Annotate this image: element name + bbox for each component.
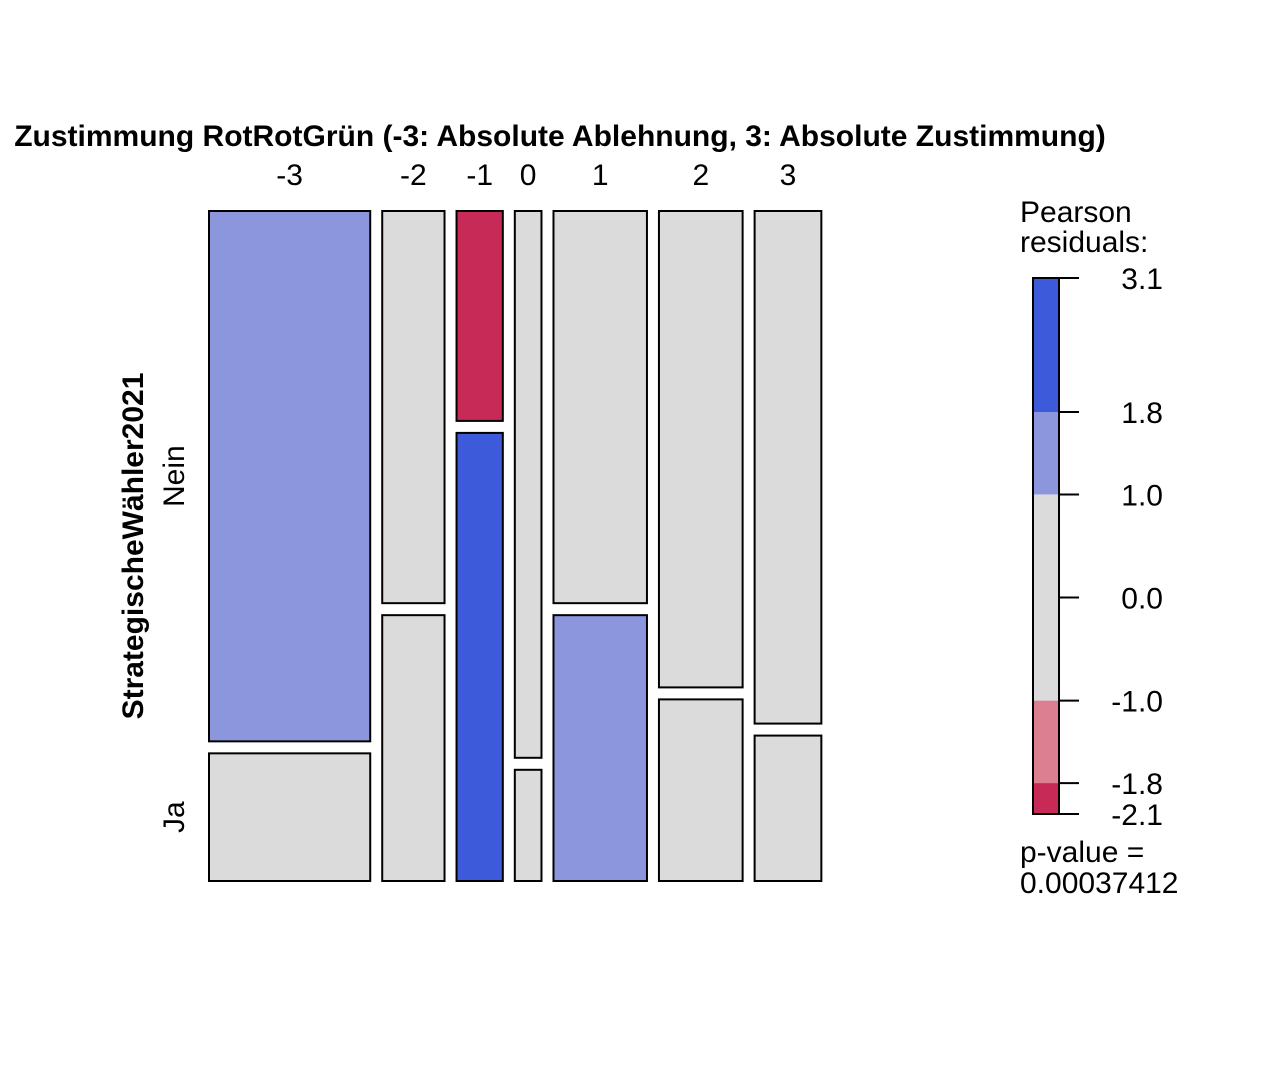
chart-title: Zustimmung RotRotGrün (-3: Absolute Able… [14,120,1106,153]
legend-tick-label: 1.0 [1121,479,1163,512]
mosaic-cell-nein--1 [455,210,504,422]
legend-title-line1: Pearson [1020,196,1132,229]
x-tick-label: 1 [592,159,609,192]
mosaic-cell-ja--2 [381,614,446,883]
mosaic-cell-nein-0 [513,210,543,759]
mosaic-columns: -3 -2 -1 0 1 2 3 Nein Ja [158,159,823,883]
mosaic-cell-ja-1 [552,614,648,883]
legend-color-segment [1033,278,1059,412]
legend-color-segment [1033,783,1059,814]
legend-color-segment [1033,494,1059,701]
legend-title-line2: residuals: [1020,226,1148,259]
legend-color-bar-frame [1032,277,1060,815]
mosaic-cell-ja-0 [513,768,543,882]
mosaic-cell-nein--3 [208,210,372,743]
pvalue-value: 0.00037412 [1020,867,1179,900]
mosaic-cell-nein-3 [753,210,823,725]
mosaic-cell-ja-3 [753,734,823,882]
mosaic-cell-nein--2 [381,210,446,605]
legend-tick-label: -1.0 [1111,686,1163,719]
legend-color-segment [1033,700,1059,784]
legend-tick-label: 0.0 [1121,583,1163,616]
x-tick-label: -3 [276,159,303,192]
x-tick-label: 3 [780,159,797,192]
residual-legend: 3.1 1.8 1.0 0.0 -1.0 -1.8-2.1 Pearsonresiduals… [1020,196,1179,900]
pvalue-label: p-value = [1020,836,1144,869]
y-axis-variable-label: StrategischeWähler2021 [117,373,150,720]
mosaic-cell-ja--3 [208,752,372,883]
x-tick-label: 0 [520,159,537,192]
mosaic-cell-ja--1 [455,431,504,882]
legend-tick-label: -2.1 [1111,799,1163,832]
y-tick-label-nein: Nein [158,445,191,507]
x-tick-label: -1 [466,159,493,192]
mosaic-cell-ja-2 [657,698,744,883]
legend-color-segment [1033,412,1059,495]
legend-tick-label: 3.1 [1121,263,1163,296]
mosaic-cell-nein-1 [552,210,648,605]
legend-tick-label: 1.8 [1121,397,1163,430]
legend-tick-label: -1.8 [1111,768,1163,801]
x-tick-label: 2 [692,159,709,192]
x-tick-label: -2 [400,159,427,192]
mosaic-cell-nein-2 [657,210,744,689]
y-tick-label-ja: Ja [158,801,191,833]
